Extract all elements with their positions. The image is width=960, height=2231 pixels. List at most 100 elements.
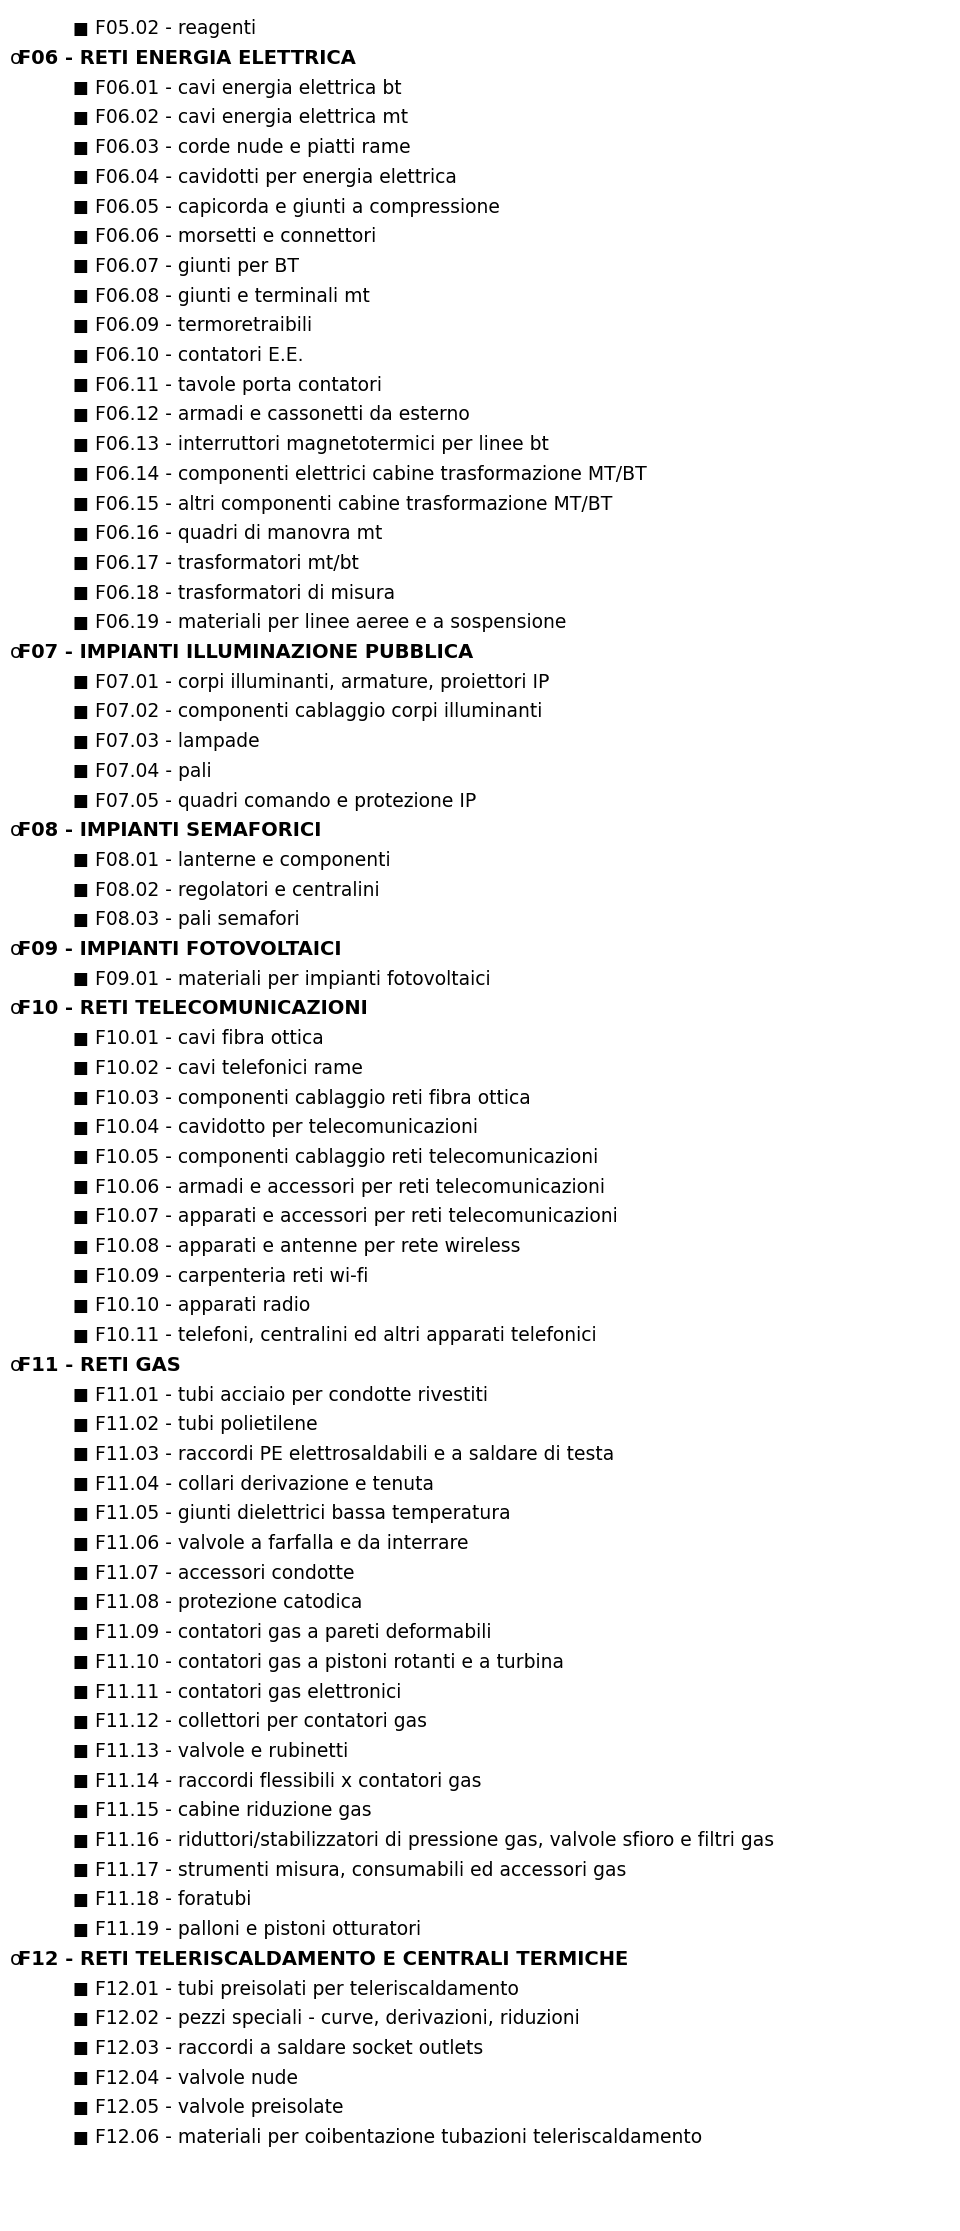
Text: ■: ■: [73, 1089, 88, 1107]
Text: F06.11 - tavole porta contatori: F06.11 - tavole porta contatori: [95, 375, 382, 395]
Text: F11.10 - contatori gas a pistoni rotanti e a turbina: F11.10 - contatori gas a pistoni rotanti…: [95, 1653, 564, 1671]
Text: F08.01 - lanterne e componenti: F08.01 - lanterne e componenti: [95, 850, 391, 870]
Text: ■: ■: [73, 1207, 88, 1225]
Text: F08 - IMPIANTI SEMAFORICI: F08 - IMPIANTI SEMAFORICI: [18, 821, 322, 841]
Text: ■: ■: [73, 1803, 88, 1820]
Text: F06 - RETI ENERGIA ELETTRICA: F06 - RETI ENERGIA ELETTRICA: [18, 49, 356, 69]
Text: ■: ■: [73, 1981, 88, 1999]
Text: ■: ■: [73, 703, 88, 721]
Text: F07.04 - pali: F07.04 - pali: [95, 761, 211, 781]
Text: F11.02 - tubi polietilene: F11.02 - tubi polietilene: [95, 1414, 318, 1435]
Text: ■: ■: [73, 1118, 88, 1138]
Text: ■: ■: [73, 1060, 88, 1078]
Text: ■: ■: [73, 1742, 88, 1760]
Text: F11.17 - strumenti misura, consumabili ed accessori gas: F11.17 - strumenti misura, consumabili e…: [95, 1861, 626, 1881]
Text: F12.06 - materiali per coibentazione tubazioni teleriscaldamento: F12.06 - materiali per coibentazione tub…: [95, 2128, 702, 2146]
Text: F10.08 - apparati e antenne per rete wireless: F10.08 - apparati e antenne per rete wir…: [95, 1236, 520, 1256]
Text: o: o: [10, 939, 22, 959]
Text: ■: ■: [73, 167, 88, 187]
Text: ■: ■: [73, 435, 88, 453]
Text: F11.15 - cabine riduzione gas: F11.15 - cabine riduzione gas: [95, 1800, 372, 1820]
Text: F06.04 - cavidotti per energia elettrica: F06.04 - cavidotti per energia elettrica: [95, 167, 457, 187]
Text: ■: ■: [73, 1031, 88, 1049]
Text: F10.05 - componenti cablaggio reti telecomunicazioni: F10.05 - componenti cablaggio reti telec…: [95, 1149, 598, 1167]
Text: F11 - RETI GAS: F11 - RETI GAS: [18, 1356, 180, 1374]
Text: ■: ■: [73, 1921, 88, 1939]
Text: o: o: [10, 643, 22, 663]
Text: F10.07 - apparati e accessori per reti telecomunicazioni: F10.07 - apparati e accessori per reti t…: [95, 1207, 617, 1227]
Text: F06.16 - quadri di manovra mt: F06.16 - quadri di manovra mt: [95, 524, 382, 544]
Text: F07 - IMPIANTI ILLUMINAZIONE PUBBLICA: F07 - IMPIANTI ILLUMINAZIONE PUBBLICA: [18, 643, 473, 663]
Text: F06.08 - giunti e terminali mt: F06.08 - giunti e terminali mt: [95, 286, 370, 306]
Text: F07.02 - componenti cablaggio corpi illuminanti: F07.02 - componenti cablaggio corpi illu…: [95, 703, 542, 721]
Text: F10.04 - cavidotto per telecomunicazioni: F10.04 - cavidotto per telecomunicazioni: [95, 1118, 478, 1138]
Text: F09 - IMPIANTI FOTOVOLTAICI: F09 - IMPIANTI FOTOVOLTAICI: [18, 939, 342, 959]
Text: ■: ■: [73, 1446, 88, 1464]
Text: F06.09 - termoretraibili: F06.09 - termoretraibili: [95, 317, 312, 335]
Text: ■: ■: [73, 1682, 88, 1700]
Text: F12.04 - valvole nude: F12.04 - valvole nude: [95, 2068, 298, 2088]
Text: ■: ■: [73, 495, 88, 513]
Text: F06.03 - corde nude e piatti rame: F06.03 - corde nude e piatti rame: [95, 138, 411, 156]
Text: ■: ■: [73, 1238, 88, 1256]
Text: F06.07 - giunti per BT: F06.07 - giunti per BT: [95, 257, 299, 277]
Text: ■: ■: [73, 556, 88, 573]
Text: F12.03 - raccordi a saldare socket outlets: F12.03 - raccordi a saldare socket outle…: [95, 2039, 483, 2057]
Text: ■: ■: [73, 1535, 88, 1553]
Text: F10.03 - componenti cablaggio reti fibra ottica: F10.03 - componenti cablaggio reti fibra…: [95, 1089, 531, 1107]
Text: ■: ■: [73, 1178, 88, 1196]
Text: o: o: [10, 49, 22, 69]
Text: ■: ■: [73, 228, 88, 245]
Text: ■: ■: [73, 524, 88, 542]
Text: ■: ■: [73, 1506, 88, 1524]
Text: ■: ■: [73, 1475, 88, 1493]
Text: F11.12 - collettori per contatori gas: F11.12 - collettori per contatori gas: [95, 1711, 427, 1731]
Text: ■: ■: [73, 2128, 88, 2146]
Text: ■: ■: [73, 257, 88, 274]
Text: F06.17 - trasformatori mt/bt: F06.17 - trasformatori mt/bt: [95, 553, 359, 573]
Text: ■: ■: [73, 970, 88, 988]
Text: ■: ■: [73, 1417, 88, 1435]
Text: ■: ■: [73, 732, 88, 750]
Text: F11.16 - riduttori/stabilizzatori di pressione gas, valvole sfioro e filtri gas: F11.16 - riduttori/stabilizzatori di pre…: [95, 1832, 774, 1849]
Text: F09.01 - materiali per impianti fotovoltaici: F09.01 - materiali per impianti fotovolt…: [95, 970, 491, 988]
Text: F07.03 - lampade: F07.03 - lampade: [95, 732, 259, 752]
Text: ■: ■: [73, 910, 88, 928]
Text: F07.01 - corpi illuminanti, armature, proiettori IP: F07.01 - corpi illuminanti, armature, pr…: [95, 674, 549, 692]
Text: F10.06 - armadi e accessori per reti telecomunicazioni: F10.06 - armadi e accessori per reti tel…: [95, 1178, 605, 1196]
Text: F06.05 - capicorda e giunti a compressione: F06.05 - capicorda e giunti a compressio…: [95, 199, 500, 216]
Text: F08.03 - pali semafori: F08.03 - pali semafori: [95, 910, 300, 930]
Text: F11.08 - protezione catodica: F11.08 - protezione catodica: [95, 1593, 362, 1613]
Text: ■: ■: [73, 20, 88, 38]
Text: ■: ■: [73, 109, 88, 127]
Text: F12.05 - valvole preisolate: F12.05 - valvole preisolate: [95, 2099, 344, 2117]
Text: ■: ■: [73, 763, 88, 781]
Text: ■: ■: [73, 1653, 88, 1671]
Text: F11.13 - valvole e rubinetti: F11.13 - valvole e rubinetti: [95, 1742, 348, 1760]
Text: ■: ■: [73, 881, 88, 899]
Text: F11.19 - palloni e pistoni otturatori: F11.19 - palloni e pistoni otturatori: [95, 1921, 421, 1939]
Text: ■: ■: [73, 2068, 88, 2088]
Text: F12 - RETI TELERISCALDAMENTO E CENTRALI TERMICHE: F12 - RETI TELERISCALDAMENTO E CENTRALI …: [18, 1950, 628, 1968]
Text: o: o: [10, 1356, 22, 1374]
Text: ■: ■: [73, 1327, 88, 1345]
Text: o: o: [10, 821, 22, 841]
Text: ■: ■: [73, 1385, 88, 1403]
Text: F06.12 - armadi e cassonetti da esterno: F06.12 - armadi e cassonetti da esterno: [95, 406, 469, 424]
Text: F10.10 - apparati radio: F10.10 - apparati radio: [95, 1296, 310, 1316]
Text: F10.01 - cavi fibra ottica: F10.01 - cavi fibra ottica: [95, 1028, 324, 1049]
Text: F06.10 - contatori E.E.: F06.10 - contatori E.E.: [95, 346, 303, 366]
Text: ■: ■: [73, 199, 88, 216]
Text: F06.06 - morsetti e connettori: F06.06 - morsetti e connettori: [95, 228, 376, 245]
Text: ■: ■: [73, 852, 88, 870]
Text: ■: ■: [73, 1564, 88, 1582]
Text: F10 - RETI TELECOMUNICAZIONI: F10 - RETI TELECOMUNICAZIONI: [18, 999, 368, 1017]
Text: ■: ■: [73, 346, 88, 364]
Text: ■: ■: [73, 138, 88, 156]
Text: F11.01 - tubi acciaio per condotte rivestiti: F11.01 - tubi acciaio per condotte rives…: [95, 1385, 488, 1406]
Text: F05.02 - reagenti: F05.02 - reagenti: [95, 20, 256, 38]
Text: ■: ■: [73, 1149, 88, 1167]
Text: F12.01 - tubi preisolati per teleriscaldamento: F12.01 - tubi preisolati per teleriscald…: [95, 1979, 518, 1999]
Text: ■: ■: [73, 1593, 88, 1613]
Text: F06.15 - altri componenti cabine trasformazione MT/BT: F06.15 - altri componenti cabine trasfor…: [95, 495, 612, 513]
